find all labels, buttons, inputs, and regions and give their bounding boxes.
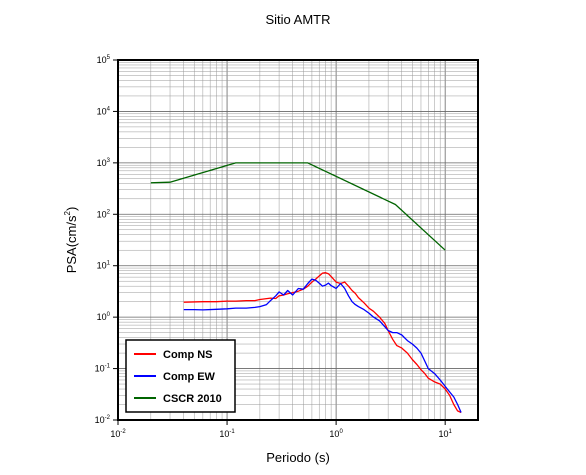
y-axis-label-group: PSA(cm/s2) bbox=[63, 207, 79, 274]
x-tick-exp: -2 bbox=[120, 429, 126, 435]
y-tick-label: 102 bbox=[97, 209, 111, 219]
y-tick-label: 10-2 bbox=[95, 415, 111, 425]
y-tick-exp: 5 bbox=[107, 55, 111, 61]
y-tick-label: 10-1 bbox=[95, 364, 111, 374]
y-tick-base: 10 bbox=[95, 415, 105, 425]
x-axis-label: Periodo (s) bbox=[266, 450, 330, 465]
plot-frame bbox=[117, 59, 479, 421]
y-tick-label: 103 bbox=[97, 158, 111, 168]
y-tick-base: 10 bbox=[97, 261, 107, 271]
y-tick-exp: 0 bbox=[107, 312, 111, 318]
y-tick-label: 104 bbox=[97, 106, 111, 116]
y-axis-label: PSA(cm/s2) bbox=[63, 207, 79, 274]
x-tick-base: 10 bbox=[219, 429, 229, 439]
y-tick-base: 10 bbox=[97, 106, 107, 116]
x-tick-exp: 1 bbox=[449, 429, 453, 435]
data-series bbox=[150, 162, 462, 414]
legend: Comp NS Comp EW CSCR 2010 bbox=[125, 339, 236, 413]
y-tick-label: 100 bbox=[97, 312, 111, 322]
y-tick-exp: -2 bbox=[105, 415, 111, 421]
x-tick-base: 10 bbox=[329, 429, 339, 439]
y-axis-label-main: PSA(cm/s bbox=[64, 215, 79, 273]
legend-label-cscr-2010: CSCR 2010 bbox=[163, 393, 222, 405]
series-line-comp-ns bbox=[183, 272, 462, 414]
legend-label-comp-ns: Comp NS bbox=[163, 349, 213, 361]
x-tick-base: 10 bbox=[438, 429, 448, 439]
legend-label-comp-ew: Comp EW bbox=[163, 371, 216, 383]
y-tick-base: 10 bbox=[97, 158, 107, 168]
x-tick-label: 101 bbox=[438, 429, 452, 439]
series-line-comp-ew bbox=[183, 278, 462, 413]
series-line-cscr-2010 bbox=[150, 162, 446, 251]
y-tick-base: 10 bbox=[97, 55, 107, 65]
x-tick-exp: 0 bbox=[339, 429, 343, 435]
y-axis-label-close: ) bbox=[64, 207, 79, 211]
x-tick-exp: -1 bbox=[229, 429, 235, 435]
y-tick-base: 10 bbox=[95, 364, 105, 374]
y-axis-label-exp: 2 bbox=[63, 211, 72, 216]
y-tick-exp: -1 bbox=[105, 364, 111, 370]
x-tick-label: 10-1 bbox=[219, 429, 235, 439]
y-tick-base: 10 bbox=[97, 312, 107, 322]
y-tick-exp: 3 bbox=[107, 158, 111, 164]
y-tick-label: 105 bbox=[97, 55, 111, 65]
y-tick-label: 101 bbox=[97, 261, 111, 271]
y-tick-exp: 4 bbox=[107, 106, 111, 112]
x-tick-label: 10-2 bbox=[110, 429, 126, 439]
x-tick-base: 10 bbox=[110, 429, 120, 439]
chart-title: Sitio AMTR bbox=[265, 12, 330, 27]
x-tick-label: 100 bbox=[329, 429, 343, 439]
y-tick-exp: 1 bbox=[107, 261, 111, 267]
y-tick-exp: 2 bbox=[107, 209, 111, 215]
y-tick-base: 10 bbox=[97, 209, 107, 219]
